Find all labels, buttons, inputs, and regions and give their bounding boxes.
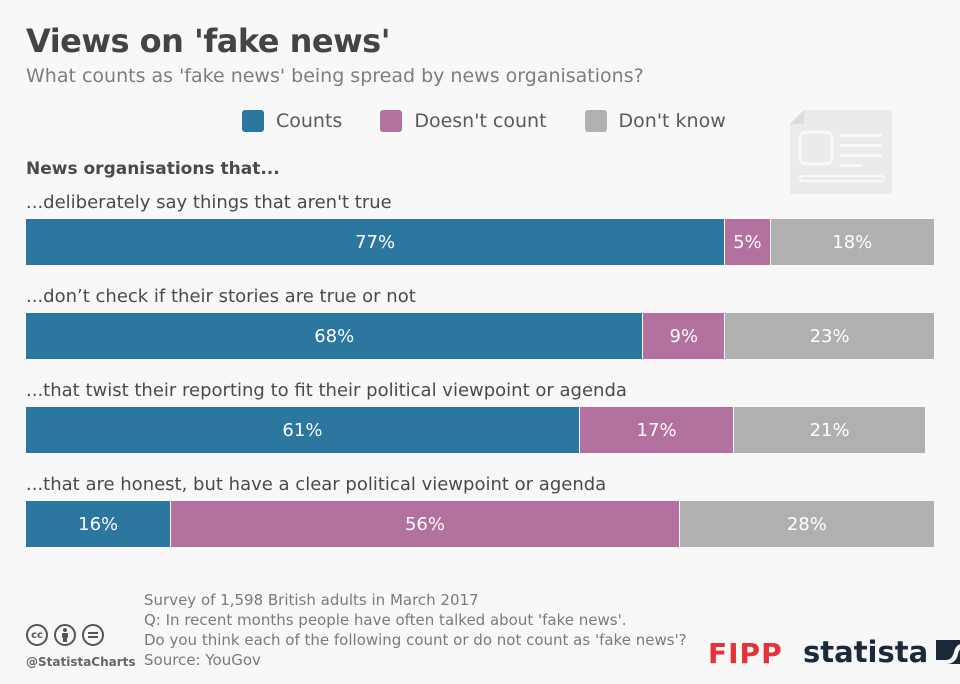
statista-handle: @StatistaCharts — [26, 655, 136, 669]
legend-item-doesnt-count: Doesn't count — [380, 110, 547, 132]
category-label: ...deliberately say things that aren't t… — [26, 192, 392, 213]
legend: Counts Doesn't count Don't know — [242, 110, 764, 132]
statista-mark-icon — [936, 640, 960, 664]
attribution-icon — [54, 624, 76, 646]
bar-segment-counts: 61% — [26, 407, 580, 453]
legend-item-dont-know: Don't know — [584, 110, 726, 132]
group-heading: News organisations that... — [26, 159, 280, 179]
bar-segment-doesnt-count: 17% — [579, 407, 735, 453]
no-derivatives-icon — [82, 624, 104, 646]
stacked-bar: 16% 56% 28% — [26, 501, 934, 547]
stacked-bar: 61% 17% 21% — [26, 407, 934, 453]
chart-title: Views on 'fake news' — [26, 22, 391, 60]
data-label: 21% — [809, 419, 850, 441]
bar-segment-dont-know: 21% — [734, 407, 925, 453]
legend-label-counts: Counts — [276, 110, 343, 132]
chart-subtitle: What counts as 'fake news' being spread … — [26, 65, 644, 87]
legend-swatch-dont-know — [584, 110, 607, 132]
category-label: ...that are honest, but have a clear pol… — [26, 474, 607, 495]
data-label: 28% — [786, 513, 827, 535]
footer-notes: Survey of 1,598 British adults in March … — [144, 590, 687, 670]
data-label: 56% — [404, 513, 445, 535]
fipp-logo: FIPP — [708, 637, 783, 670]
bar-segment-dont-know: 28% — [679, 501, 934, 547]
data-label: 9% — [669, 325, 699, 347]
bar-segment-counts: 68% — [26, 313, 644, 359]
stacked-bar: 68% 9% 23% — [26, 313, 934, 359]
newspaper-icon — [790, 110, 892, 194]
data-label: 17% — [636, 419, 677, 441]
data-label: 77% — [355, 231, 396, 253]
data-label: 61% — [282, 419, 323, 441]
legend-swatch-counts — [242, 110, 264, 132]
bar-segment-doesnt-count: 56% — [171, 501, 680, 547]
bar-segment-counts: 16% — [26, 501, 172, 547]
bar-segment-dont-know: 23% — [725, 313, 934, 359]
legend-label-doesnt-count: Doesn't count — [414, 110, 547, 132]
bar-segment-dont-know: 18% — [770, 219, 934, 265]
note-question-2: Do you think each of the following count… — [144, 631, 687, 649]
stacked-bar: 77% 5% 18% — [26, 219, 934, 265]
category-label: ...don’t check if their stories are true… — [26, 286, 416, 307]
note-question-1: Q: In recent months people have often ta… — [144, 611, 627, 629]
data-label: 5% — [733, 231, 762, 253]
statista-logo: statista — [803, 635, 960, 669]
note-source: Source: YouGov — [144, 651, 261, 669]
legend-swatch-doesnt-count — [380, 110, 403, 132]
note-survey: Survey of 1,598 British adults in March … — [144, 591, 479, 609]
data-label: 16% — [78, 513, 119, 535]
legend-item-counts: Counts — [242, 110, 342, 132]
data-label: 18% — [832, 231, 873, 253]
cc-icon: cc — [26, 624, 48, 646]
legend-label-dont-know: Don't know — [618, 110, 726, 132]
data-label: 23% — [809, 325, 850, 347]
category-label: ...that twist their reporting to fit the… — [26, 380, 627, 401]
statista-wordmark: statista — [803, 635, 929, 669]
data-label: 68% — [314, 325, 355, 347]
creative-commons-icons: cc — [26, 624, 110, 646]
bar-segment-doesnt-count: 9% — [643, 313, 726, 359]
bar-segment-doesnt-count: 5% — [725, 219, 771, 265]
bar-segment-counts: 77% — [26, 219, 726, 265]
